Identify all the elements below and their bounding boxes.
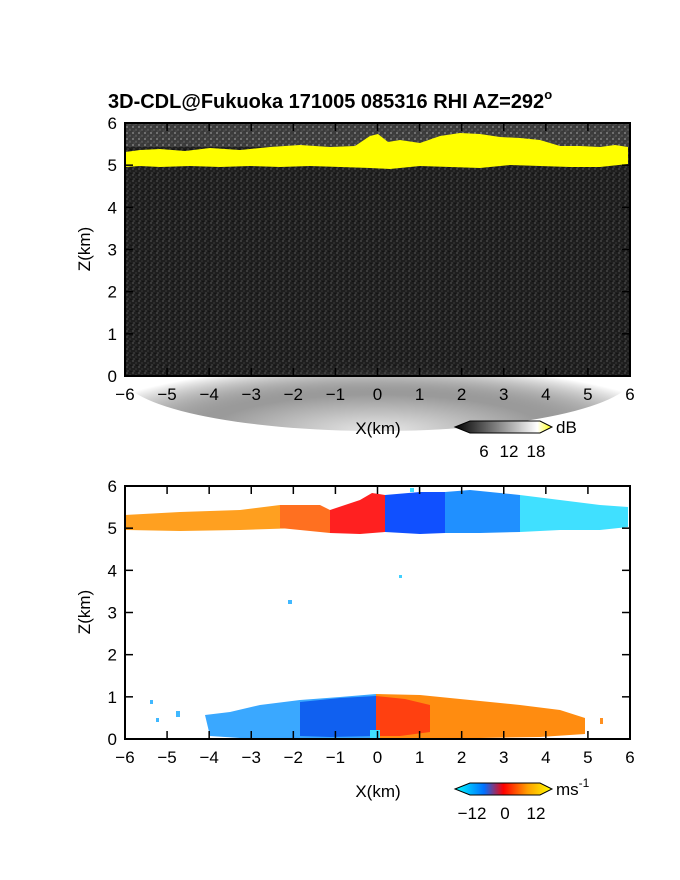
velocity-colorbar-tick: 12 <box>527 804 546 823</box>
velocity-upper-layer-far-right <box>520 495 628 532</box>
velocity-xtick-label: 1 <box>415 748 424 767</box>
intensity-colorbar-tick: 12 <box>500 442 519 461</box>
velocity-ytick-label: 1 <box>108 688 117 707</box>
velocity-scatter-pixel <box>600 718 603 724</box>
intensity-axes: −6 −5 −4 −3 −2 −1 0 1 2 3 4 5 6 0 1 2 3 4 5 6 <box>108 114 635 404</box>
intensity-colorbar-bar <box>453 420 554 434</box>
title-degree-sup: o <box>544 87 552 102</box>
velocity-xtick-label: 5 <box>583 748 592 767</box>
velocity-plot-frame <box>124 485 631 740</box>
intensity-xtick-label: −3 <box>242 385 261 404</box>
velocity-ytick-label: 4 <box>108 561 117 580</box>
velocity-ytick-label: 2 <box>108 646 117 665</box>
intensity-xtick-label: 5 <box>583 385 592 404</box>
velocity-ytick-label: 3 <box>108 604 117 623</box>
intensity-xtick-label: 4 <box>541 385 550 404</box>
intensity-ytick-label: 6 <box>108 114 117 133</box>
velocity-ytick-label: 0 <box>108 730 117 749</box>
velocity-xlabel: X(km) <box>355 782 400 801</box>
velocity-xtick-label: 0 <box>373 748 382 767</box>
intensity-ytick-label: 1 <box>108 325 117 344</box>
intensity-xtick-label: −5 <box>157 385 176 404</box>
intensity-ytick-label: 4 <box>108 198 117 217</box>
velocity-xtick-label: −5 <box>157 748 176 767</box>
intensity-xtick-label: −4 <box>199 385 218 404</box>
intensity-colorbar-unit: dB <box>556 418 577 437</box>
intensity-xlabel: X(km) <box>355 419 400 438</box>
velocity-colorbar-tick: −12 <box>458 804 487 823</box>
velocity-scatter-pixel <box>370 730 380 738</box>
velocity-upper-layer <box>125 490 628 534</box>
intensity-ytick-label: 3 <box>108 241 117 260</box>
velocity-upper-layer-near-zero-left <box>330 493 385 534</box>
intensity-xtick-label: 0 <box>373 385 382 404</box>
intensity-xtick-label: 6 <box>625 385 634 404</box>
intensity-ytick-label: 0 <box>108 367 117 386</box>
velocity-scatter-pixel <box>410 488 414 492</box>
velocity-upper-layer-left <box>125 505 300 531</box>
velocity-scatter-pixel <box>150 700 153 704</box>
velocity-scatter-pixel <box>156 718 159 722</box>
velocity-xtick-label: −4 <box>199 748 218 767</box>
intensity-xtick-label: 1 <box>415 385 424 404</box>
velocity-colorbar-tick: 0 <box>500 804 509 823</box>
velocity-lower-layer-positive-core <box>376 696 430 736</box>
velocity-upper-layer-near-zero-right <box>385 492 445 534</box>
velocity-lower-layer <box>150 488 603 738</box>
intensity-ylabel: Z(km) <box>75 227 94 271</box>
velocity-xtick-label: −1 <box>326 748 345 767</box>
velocity-xtick-label: 4 <box>541 748 550 767</box>
intensity-plot-frame <box>124 122 631 377</box>
intensity-colorbar-tick: 6 <box>479 442 488 461</box>
velocity-lower-layer-negative-core <box>300 696 376 737</box>
velocity-scatter-pixel <box>288 600 292 604</box>
velocity-ytick-label: 6 <box>108 477 117 496</box>
velocity-scatter-pixel <box>399 575 402 578</box>
title-text: 3D-CDL@Fukuoka 171005 085316 RHI AZ=292 <box>108 91 544 113</box>
velocity-colorbar-bar <box>453 782 554 796</box>
velocity-xtick-label: 3 <box>499 748 508 767</box>
velocity-xtick-label: 6 <box>625 748 634 767</box>
velocity-upper-layer-right <box>445 490 520 533</box>
intensity-ytick-label: 2 <box>108 283 117 302</box>
intensity-ytick-label: 5 <box>108 156 117 175</box>
intensity-xtick-label: −6 <box>115 385 134 404</box>
velocity-ytick-label: 5 <box>108 519 117 538</box>
velocity-scatter-pixel <box>176 711 180 717</box>
intensity-xtick-label: −1 <box>326 385 345 404</box>
velocity-xtick-label: −3 <box>242 748 261 767</box>
intensity-xtick-label: −2 <box>284 385 303 404</box>
velocity-xtick-label: −6 <box>115 748 134 767</box>
velocity-xtick-label: 2 <box>457 748 466 767</box>
intensity-colorbar-tick: 18 <box>527 442 546 461</box>
velocity-colorbar-unit: ms-1 <box>556 776 590 799</box>
intensity-xtick-label: 2 <box>457 385 466 404</box>
velocity-ylabel: Z(km) <box>75 590 94 634</box>
velocity-colorbar: ms-1 −12 0 12 <box>453 776 590 823</box>
velocity-xtick-label: −2 <box>284 748 303 767</box>
velocity-colorbar-unit-exponent: -1 <box>579 776 590 790</box>
intensity-xtick-label: 3 <box>499 385 508 404</box>
figure-title: 3D-CDL@Fukuoka 171005 085316 RHI AZ=292o <box>108 87 552 113</box>
velocity-upper-layer-mid-left <box>280 505 330 533</box>
velocity-colorbar-unit-base: ms <box>556 780 579 799</box>
intensity-cloud-layer <box>125 133 628 169</box>
intensity-colorbar: dB 6 12 18 <box>453 418 577 461</box>
